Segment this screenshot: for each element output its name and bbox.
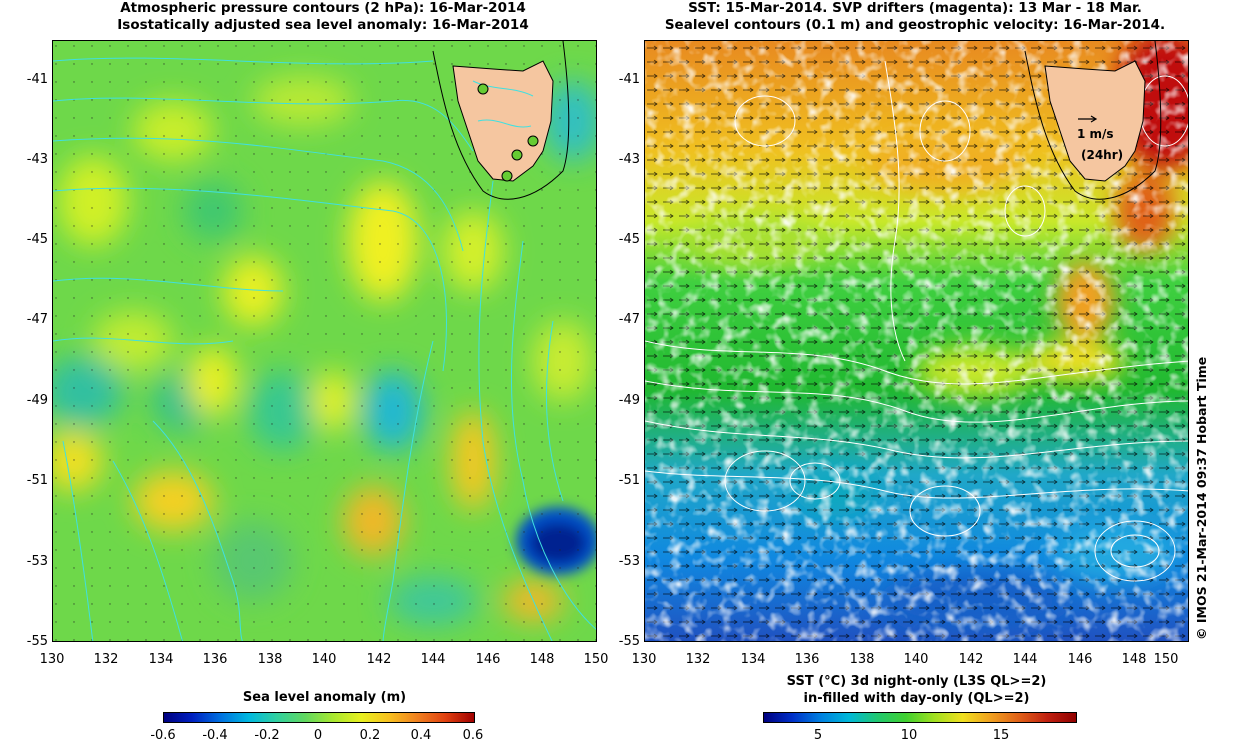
sst-colorbar-label-line2: in-filled with day-only (QL>=2): [803, 691, 1030, 706]
colorbar-tick-label: 0.4: [410, 728, 432, 743]
x-tick-label: 132: [685, 652, 711, 667]
x-tick-label: 134: [148, 652, 174, 667]
y-tick-label: -41: [618, 72, 640, 87]
colorbar-tick-label: 15: [992, 728, 1010, 743]
x-tick-label: 144: [1012, 652, 1038, 667]
colorbar-tick-label: 0.2: [359, 728, 381, 743]
right-map-title: SST: 15-Mar-2014. SVP drifters (magenta)…: [640, 0, 1190, 34]
y-tick-label: -53: [618, 554, 640, 569]
y-tick-label: -49: [618, 393, 640, 408]
x-tick-label: 146: [475, 652, 501, 667]
colorbar-tick-label: -0.4: [202, 728, 228, 743]
y-tick-label: -45: [618, 232, 640, 247]
y-tick-label: -45: [26, 232, 48, 247]
sst-colorbar-label-line1: SST (°C) 3d night-only (L3S QL>=2): [786, 674, 1047, 689]
left-title-line1: Atmospheric pressure contours (2 hPa): 1…: [120, 0, 526, 16]
vector-key: 1 m/s (24hr): [1077, 115, 1123, 162]
x-tick-label: 148: [529, 652, 555, 667]
right-title-line1: SST: 15-Mar-2014. SVP drifters (magenta)…: [688, 0, 1142, 16]
sea-level-anomaly-map: [52, 40, 597, 642]
sst-colorbar: [763, 712, 1077, 723]
y-tick-label: -51: [618, 473, 640, 488]
right-title-line2: Sealevel contours (0.1 m) and geostrophi…: [664, 17, 1166, 33]
x-tick-label: 136: [794, 652, 820, 667]
x-tick-label: 138: [849, 652, 875, 667]
x-tick-label: 140: [311, 652, 337, 667]
sst-map-svg: 1 m/s (24hr): [645, 41, 1188, 641]
y-tick-label: -47: [26, 312, 48, 327]
y-tick-label: -51: [26, 473, 48, 488]
x-tick-label: 130: [631, 652, 657, 667]
x-tick-label: 132: [93, 652, 119, 667]
sst-colorbar-label: SST (°C) 3d night-only (L3S QL>=2) in-fi…: [644, 673, 1189, 707]
colorbar-tick-label: -0.2: [254, 728, 280, 743]
vector-key-arrow-icon: [1078, 115, 1098, 123]
colorbar-tick-label: 0.6: [462, 728, 484, 743]
y-tick-label: -55: [26, 634, 48, 649]
vector-key-time: (24hr): [1081, 148, 1123, 162]
sla-colorbar: [163, 712, 475, 723]
colorbar-tick-label: 0: [313, 728, 323, 743]
imos-credit: © IMOS 21-Mar-2014 09:37 Hobart Time: [1194, 356, 1209, 640]
x-tick-label: 150: [583, 652, 609, 667]
tasmania-land: [432, 41, 570, 200]
vector-key-speed: 1 m/s: [1077, 127, 1114, 141]
tasmania-land-sst: [1024, 41, 1162, 200]
x-tick-label: 146: [1067, 652, 1093, 667]
y-tick-label: -41: [26, 72, 48, 87]
left-map-title: Atmospheric pressure contours (2 hPa): 1…: [48, 0, 598, 34]
y-tick-label: -43: [618, 152, 640, 167]
colorbar-tick-label: 5: [813, 728, 823, 743]
x-tick-label: 144: [420, 652, 446, 667]
y-tick-label: -43: [26, 152, 48, 167]
y-tick-label: -55: [618, 634, 640, 649]
x-tick-label: 142: [958, 652, 984, 667]
x-tick-label: 134: [740, 652, 766, 667]
x-tick-label: 150: [1153, 652, 1179, 667]
y-tick-label: -49: [26, 393, 48, 408]
sla-colorbar-label: Sea level anomaly (m): [242, 690, 407, 705]
left-title-line2: Isostatically adjusted sea level anomaly…: [117, 17, 529, 33]
y-tick-label: -47: [618, 312, 640, 327]
x-tick-label: 148: [1121, 652, 1147, 667]
y-tick-label: -53: [26, 554, 48, 569]
x-tick-label: 130: [39, 652, 65, 667]
colorbar-tick-label: 10: [900, 728, 918, 743]
sla-map-svg: [53, 41, 596, 641]
colorbar-tick-label: -0.6: [150, 728, 176, 743]
sst-map: 1 m/s (24hr): [644, 40, 1189, 642]
x-tick-label: 140: [903, 652, 929, 667]
sealevel-contours: [645, 60, 1188, 582]
x-tick-label: 142: [366, 652, 392, 667]
pressure-contours: [53, 57, 596, 641]
x-tick-label: 136: [202, 652, 228, 667]
x-tick-label: 138: [257, 652, 283, 667]
